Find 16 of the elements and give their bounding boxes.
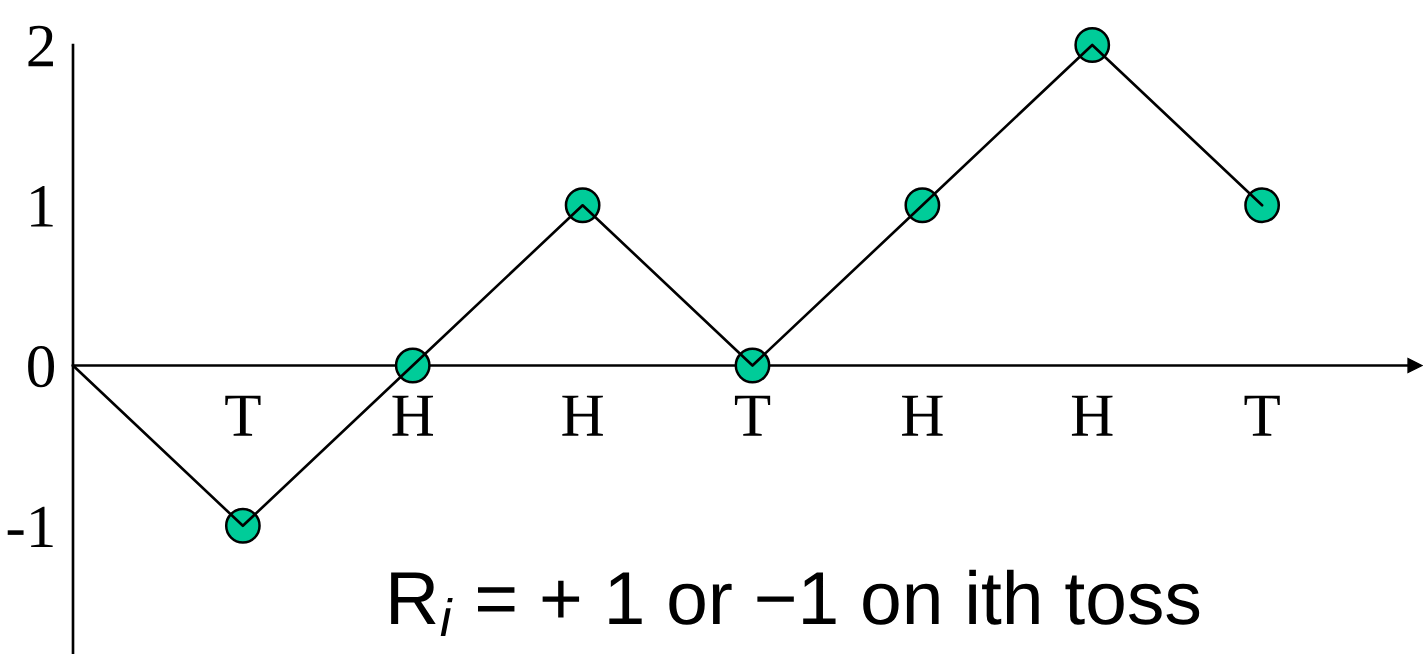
point [904,187,941,224]
x-tick-label: T [734,395,771,436]
x-tick-label: T [225,395,261,436]
x-tick-label: H [902,395,943,436]
y-tick-label: 0 [28,346,54,388]
point [1244,187,1281,224]
y-tick-label: 1 [31,186,53,227]
x-tick-label: H [562,395,603,436]
point [224,507,261,544]
annotation: R$_{i}$ = + 1 or −1 on ith toss [391,569,1200,636]
y-tick-label: 2 [28,25,53,67]
x-tick-label: H [392,395,434,436]
point [1074,27,1111,63]
x-tick-label: H [1071,395,1113,436]
y-tick-label: -1 [7,506,53,547]
x-tick-label: T [1244,395,1280,436]
